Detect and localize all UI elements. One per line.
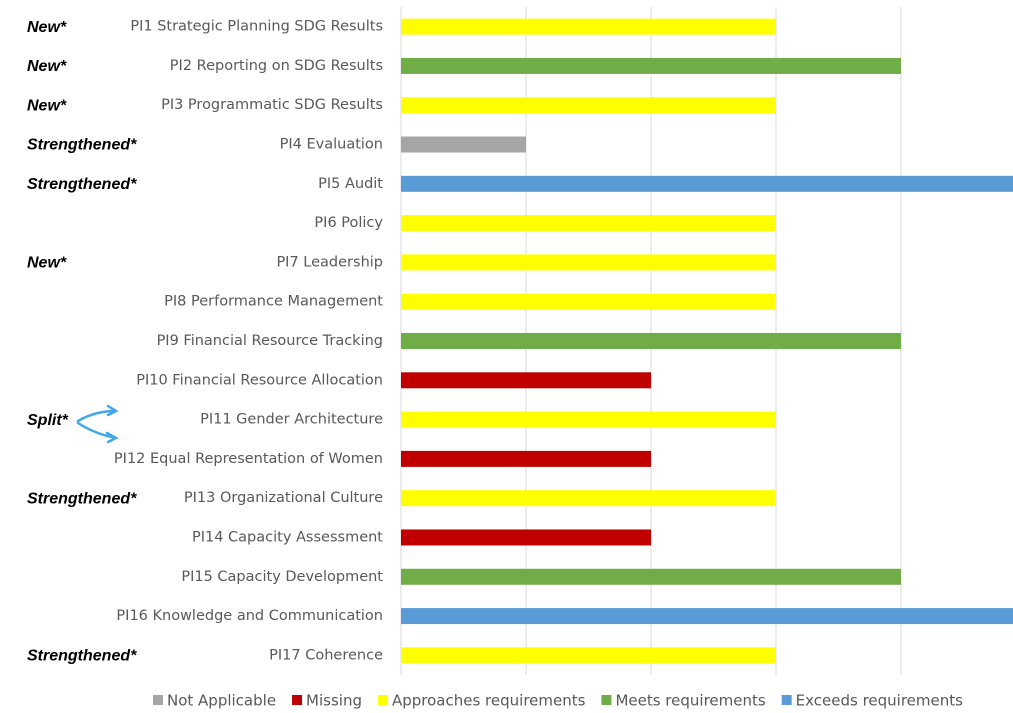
bar bbox=[401, 254, 776, 271]
y-tick-label: PI13 Organizational Culture bbox=[184, 490, 383, 506]
bar bbox=[401, 529, 651, 546]
legend-label: Not Applicable bbox=[167, 692, 276, 710]
y-tick-label: PI14 Capacity Assessment bbox=[192, 529, 383, 545]
annotation: Split* bbox=[27, 412, 69, 429]
bar bbox=[401, 18, 776, 35]
y-tick-label: PI11 Gender Architecture bbox=[200, 412, 383, 428]
bar bbox=[401, 647, 776, 664]
legend-swatch bbox=[153, 695, 163, 705]
bar bbox=[401, 293, 776, 310]
y-tick-label: PI1 Strategic Planning SDG Results bbox=[130, 19, 383, 35]
bar bbox=[401, 490, 776, 507]
y-tick-label: PI17 Coherence bbox=[269, 647, 383, 663]
legend-label: Approaches requirements bbox=[392, 692, 586, 710]
bar bbox=[401, 450, 651, 467]
annotation: New* bbox=[27, 97, 67, 114]
legend-label: Exceeds requirements bbox=[796, 692, 963, 710]
bar bbox=[401, 372, 651, 389]
y-tick-label: PI16 Knowledge and Communication bbox=[116, 608, 383, 624]
bar bbox=[401, 333, 901, 349]
y-tick-label: PI8 Performance Management bbox=[164, 294, 383, 310]
y-tick-label: PI10 Financial Resource Allocation bbox=[136, 372, 383, 388]
annotation: New* bbox=[27, 19, 67, 36]
y-tick-label: PI9 Financial Resource Tracking bbox=[157, 333, 383, 349]
bar bbox=[401, 215, 776, 232]
legend-label: Meets requirements bbox=[615, 692, 765, 710]
legend-swatch bbox=[292, 695, 303, 705]
y-tick-label: PI2 Reporting on SDG Results bbox=[170, 58, 383, 74]
y-tick-label: PI15 Capacity Development bbox=[181, 569, 383, 585]
bar bbox=[401, 136, 526, 153]
annotation: Strengthened* bbox=[27, 176, 137, 193]
bar bbox=[401, 608, 1013, 625]
bar bbox=[401, 411, 776, 428]
y-tick-label: PI12 Equal Representation of Women bbox=[114, 451, 383, 467]
annotation: New* bbox=[27, 255, 67, 272]
legend-swatch bbox=[781, 695, 792, 705]
annotation: Strengthened* bbox=[27, 648, 137, 665]
y-tick-label: PI7 Leadership bbox=[276, 254, 383, 270]
bar bbox=[401, 568, 901, 585]
bar bbox=[401, 97, 776, 114]
y-tick-label: PI6 Policy bbox=[314, 215, 383, 231]
legend-label: Missing bbox=[306, 692, 362, 710]
legend-swatch bbox=[377, 695, 388, 705]
y-tick-label: PI3 Programmatic SDG Results bbox=[161, 97, 383, 113]
split-arrow bbox=[76, 404, 119, 444]
annotation: New* bbox=[27, 58, 67, 75]
bar bbox=[401, 57, 901, 74]
bar bbox=[401, 175, 1013, 192]
y-tick-label: PI4 Evaluation bbox=[280, 137, 383, 153]
y-tick-label: PI5 Audit bbox=[318, 176, 383, 192]
legend-swatch bbox=[601, 695, 612, 705]
annotation: Strengthened* bbox=[27, 137, 137, 154]
annotation: Strengthened* bbox=[27, 490, 137, 507]
